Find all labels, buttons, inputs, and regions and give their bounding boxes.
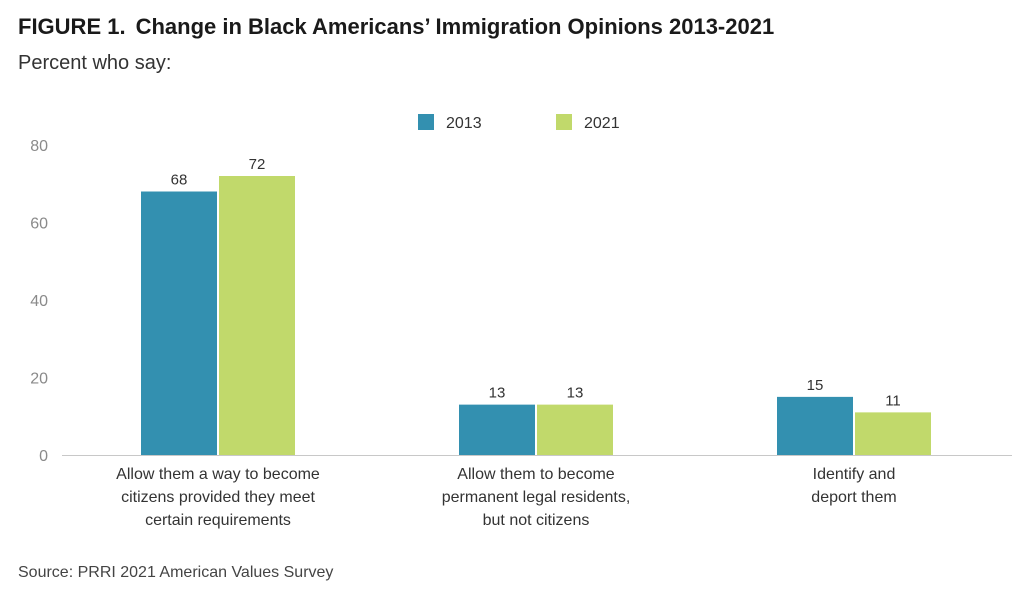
- legend-swatch-2021: [556, 114, 572, 130]
- figure-title: FIGURE 1. Change in Black Americans’ Immi…: [18, 14, 774, 40]
- figure-subtitle: Percent who say:: [18, 52, 172, 74]
- category-label: certain requirements: [145, 512, 291, 529]
- bar-2013: [459, 404, 535, 455]
- y-tick-label: 20: [30, 371, 48, 388]
- category-label: permanent legal residents,: [442, 489, 631, 506]
- y-tick-label: 80: [30, 138, 48, 155]
- legend-label: 2013: [446, 115, 482, 132]
- data-label: 13: [489, 385, 506, 402]
- category-label: Identify and: [813, 466, 896, 483]
- y-tick-label: 60: [30, 216, 48, 233]
- category-label: but not citizens: [483, 512, 590, 529]
- data-label: 68: [171, 172, 188, 189]
- data-label: 13: [567, 385, 584, 402]
- figure-label: FIGURE 1.: [18, 14, 126, 39]
- bar-2021: [219, 176, 295, 455]
- category-label: Allow them to become: [457, 466, 615, 483]
- source-note: Source: PRRI 2021 American Values Survey: [18, 564, 334, 581]
- bar-2013: [141, 191, 217, 455]
- data-label: 15: [807, 377, 824, 394]
- y-tick-label: 40: [30, 293, 48, 310]
- bar-2021: [855, 412, 931, 455]
- legend-label: 2021: [584, 115, 620, 132]
- bar-2021: [537, 404, 613, 455]
- category-label: Allow them a way to become: [116, 466, 320, 483]
- category-label: deport them: [811, 489, 896, 506]
- y-tick-label: 0: [39, 448, 48, 465]
- legend-swatch-2013: [418, 114, 434, 130]
- bar-2013: [777, 396, 853, 455]
- data-label: 11: [885, 392, 901, 409]
- category-label: citizens provided they meet: [121, 489, 315, 506]
- data-label: 72: [249, 156, 266, 173]
- figure-title-text: Change in Black Americans’ Immigration O…: [135, 14, 775, 39]
